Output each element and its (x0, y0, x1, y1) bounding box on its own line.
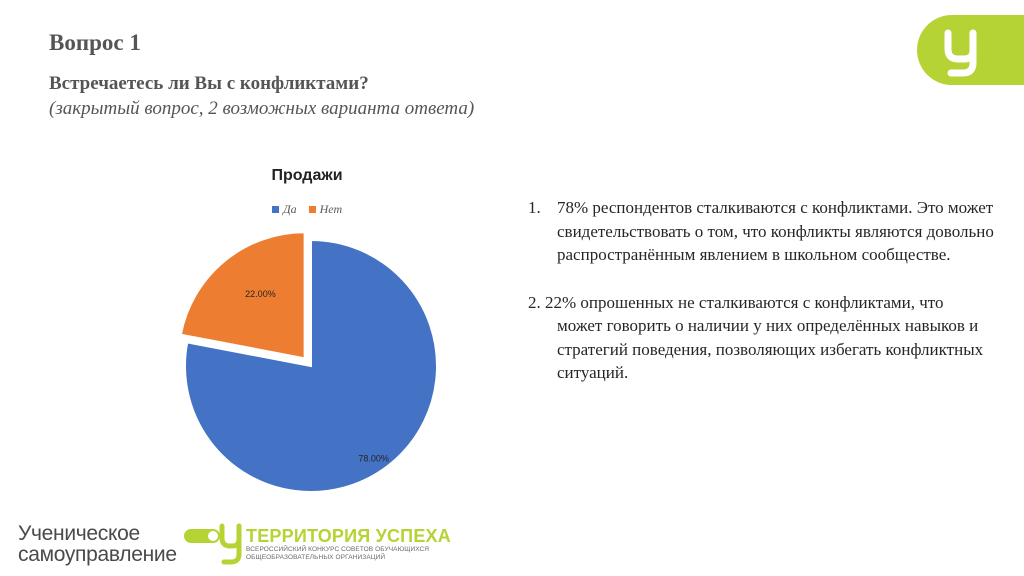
finding-text-2: может говорить о наличии у них определён… (557, 316, 984, 382)
territory-title: ТЕРРИТОРИЯ УСПЕХА (246, 526, 451, 546)
u-letter-mark-icon (219, 523, 242, 565)
legend-label-no: Нет (319, 202, 343, 216)
corner-logo (917, 15, 1024, 85)
finding-number-1: 1. (528, 198, 541, 217)
finding-number-2: 2. (528, 292, 541, 312)
chart-legend: Да Нет (272, 202, 342, 217)
territory-of-success-logo: ТЕРРИТОРИЯ УСПЕХА ВСЕРОССИЙСКИЙ КОНКУРС … (218, 522, 458, 566)
student-government-logo: Ученическое самоуправление (18, 522, 220, 566)
u-letter-logo-icon (944, 29, 977, 77)
legend-item-no: Нет (308, 202, 343, 217)
finding-item-2: 2. 22% опрошенных не сталкиваются с конф… (528, 291, 1008, 385)
legend-swatch-yes (272, 206, 279, 213)
chart-title: Продажи (271, 167, 343, 184)
findings-list: 1. 78% респондентов сталкиваются с конфл… (528, 196, 1008, 385)
territory-subtitle-1: ВСЕРОССИЙСКИЙ КОНКУРС СОВЕТОВ ОБУЧАЮЩИХС… (246, 546, 430, 553)
pie-slice-1 (184, 238, 438, 493)
student-gov-line1: Ученическое (18, 522, 140, 545)
student-gov-line2: самоуправление (18, 543, 177, 566)
pie-slice-2 (179, 231, 306, 360)
question-note: (закрытый вопрос, 2 возможных варианта о… (49, 98, 475, 119)
finding-text-1: 78% респондентов сталкиваются с конфликт… (557, 198, 994, 264)
question-text: Встречаетесь ли Вы с конфликтами? (49, 73, 369, 94)
legend-label-yes: Да (283, 202, 297, 216)
legend-swatch-no (308, 206, 316, 213)
finding-lead-2: 22% опрошенных не сталкиваются с конфлик… (545, 292, 944, 312)
pie-data-label-1: 78.00% (358, 454, 389, 464)
legend-item-yes: Да (272, 202, 297, 217)
toggle-icon (184, 529, 220, 543)
page-title: Вопрос 1 (49, 30, 141, 55)
territory-subtitle-2: ОБЩЕОБРАЗОВАТЕЛЬНЫХ ОРГАНИЗАЦИЙ (246, 554, 386, 561)
pie-data-label-2: 22.00% (245, 289, 276, 299)
finding-item-1: 1. 78% респондентов сталкиваются с конфл… (528, 196, 1008, 267)
pie-chart: 78.00% 22.00% (179, 231, 438, 493)
